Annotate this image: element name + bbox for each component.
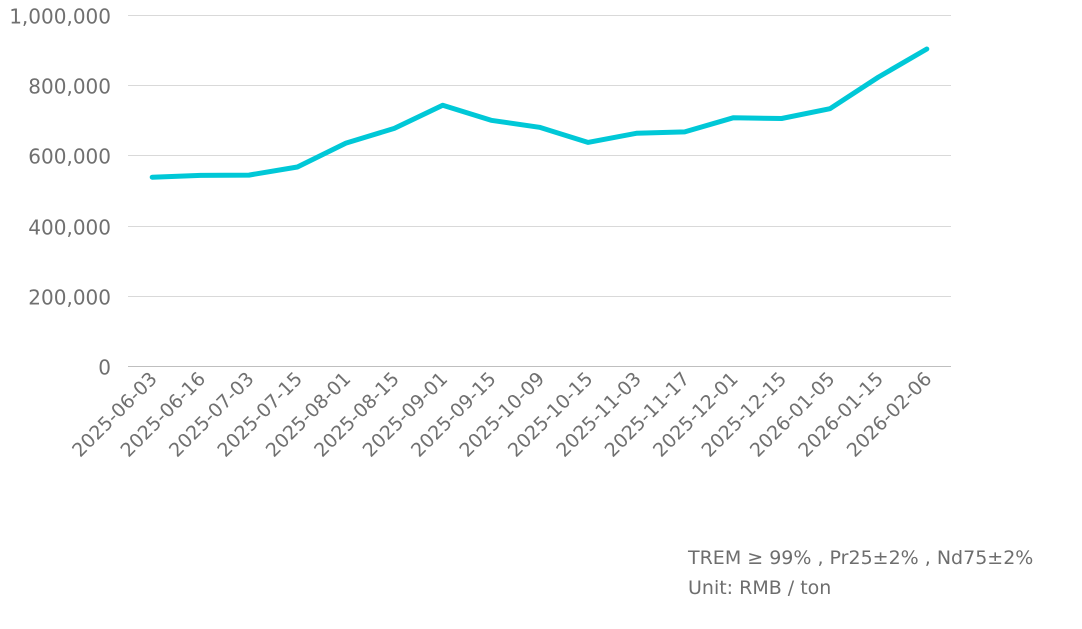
y-tick-label: 400,000 xyxy=(28,216,111,240)
gridlines xyxy=(128,15,951,367)
y-tick-label: 0 xyxy=(98,356,111,380)
unit-note: Unit: RMB / ton xyxy=(688,577,832,599)
data-series xyxy=(149,46,930,180)
y-tick-label: 1,000,000 xyxy=(9,5,111,29)
spec-note: TREM ≥ 99% , Pr25±2% , Nd75±2% xyxy=(688,547,1034,569)
y-axis-labels: 0 200,000 400,000 600,000 800,000 1,000,000 xyxy=(9,5,111,380)
x-axis-labels: 2025-06-032025-06-162025-07-032025-07-15… xyxy=(68,368,936,462)
price-series-line xyxy=(149,46,930,180)
y-tick-label: 800,000 xyxy=(28,75,111,99)
y-tick-label: 200,000 xyxy=(28,286,111,310)
x-tick-label: 2026-02-06 xyxy=(843,368,937,462)
y-tick-label: 600,000 xyxy=(28,145,111,169)
